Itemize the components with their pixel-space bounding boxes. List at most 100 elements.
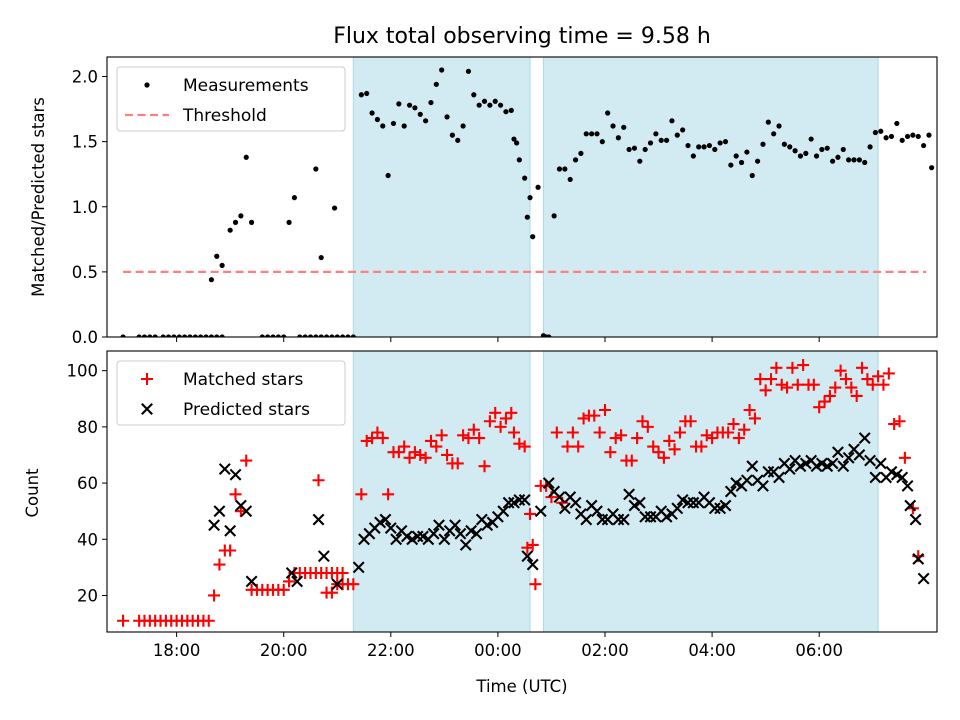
bottom-panel-xlabel: Time (UTC)	[475, 677, 567, 696]
measurement-point	[722, 139, 729, 145]
measurement-point	[921, 142, 927, 149]
matched-star-point	[478, 460, 491, 473]
matched-star-point	[208, 589, 221, 602]
measurement-point	[787, 144, 793, 150]
predicted-star-point	[218, 463, 231, 475]
predicted-star-point	[497, 505, 510, 518]
measurement-point	[706, 142, 713, 149]
measurement-point	[176, 334, 182, 337]
legend-label: Measurements	[183, 76, 309, 96]
bottom-series-predicted-stars	[208, 432, 930, 591]
measurement-point	[626, 146, 632, 153]
measurement-point	[562, 166, 568, 172]
matched-star-point	[550, 426, 563, 439]
measurement-point	[423, 118, 429, 124]
measurement-point	[358, 92, 364, 98]
measurement-point	[755, 158, 761, 164]
top-legend-box	[116, 66, 346, 132]
measurement-point	[238, 213, 244, 219]
measurement-point	[481, 98, 488, 104]
measurement-point	[214, 253, 220, 259]
measurement-point	[227, 227, 233, 233]
matched-star-point	[524, 507, 537, 520]
measurement-point	[406, 102, 413, 108]
matched-star-point	[392, 446, 405, 459]
predicted-star-point	[917, 572, 930, 585]
bottom-shaded-interval-0	[352, 350, 531, 633]
measurement-point	[248, 219, 255, 225]
bottom-ytick-label: 100	[67, 362, 99, 381]
measurement-point	[621, 124, 627, 130]
measurement-point	[728, 162, 734, 168]
measurement-point	[350, 334, 356, 337]
matched-star-point	[376, 432, 389, 445]
measurement-point	[460, 123, 466, 129]
matched-star-point	[441, 448, 454, 461]
predicted-star-point	[831, 446, 844, 459]
predicted-star-point	[379, 513, 392, 526]
matched-star-point	[861, 373, 874, 386]
measurement-point	[808, 136, 814, 142]
bottom-xtick-label: 18:00	[153, 641, 201, 660]
top-legend: Measurements Threshold	[116, 66, 346, 132]
measurement-point	[926, 132, 932, 138]
bottom-xtick-label: 06:00	[795, 641, 843, 660]
matched-star-point	[695, 440, 708, 453]
measurement-point	[329, 334, 335, 337]
matched-star-point	[424, 434, 437, 447]
predicted-star-point	[534, 505, 547, 518]
matched-star-point	[727, 418, 740, 431]
matched-star-point	[283, 575, 296, 588]
measurement-point	[738, 159, 745, 166]
measurement-point	[899, 137, 905, 143]
measurement-point	[690, 153, 696, 159]
measurement-point	[663, 137, 670, 143]
measurement-point	[516, 157, 522, 163]
predicted-star-point	[869, 471, 882, 484]
measurement-point	[243, 154, 249, 160]
predicted-star-point	[633, 496, 646, 509]
predicted-star-point	[240, 505, 253, 518]
predicted-star-point	[746, 460, 759, 473]
predicted-star-point	[591, 505, 603, 518]
predicted-star-point	[459, 538, 472, 551]
measurement-point	[781, 141, 787, 147]
measurement-point	[281, 334, 287, 337]
matched-star-point	[641, 420, 654, 433]
predicted-star-point	[842, 451, 855, 464]
measurement-point	[792, 148, 798, 154]
matched-star-point	[829, 381, 842, 394]
measurement-point	[439, 67, 445, 73]
matched-star-point	[722, 426, 735, 439]
measurement-point	[503, 109, 509, 115]
measurement-point	[165, 334, 172, 337]
bottom-xtick-label: 20:00	[260, 641, 308, 660]
top-ytick-label: 0.0	[72, 328, 98, 347]
bottom-xtick-label: 22:00	[367, 641, 415, 660]
matched-star-point	[770, 361, 783, 374]
measurement-point	[535, 184, 541, 190]
matched-star-point	[312, 474, 325, 487]
matched-star-point	[700, 429, 713, 442]
matched-star-point	[807, 378, 820, 391]
measurement-point	[412, 105, 418, 111]
matched-star-point	[494, 420, 507, 433]
predicted-star-point	[224, 524, 237, 537]
predicted-star-point	[901, 479, 914, 492]
predicted-star-point	[682, 496, 694, 509]
matched-star-point	[765, 373, 777, 386]
matched-star-point	[577, 412, 590, 425]
matched-star-point	[518, 440, 531, 453]
top-panel: 0.0 0.5 1.0 1.5 2.0 Measurements Threshold	[72, 56, 938, 347]
measurement-point	[567, 176, 573, 183]
predicted-star-point	[427, 527, 440, 540]
matched-star-point	[797, 359, 810, 372]
measurement-point	[433, 81, 439, 87]
matched-star-point	[430, 440, 443, 453]
matched-star-point	[872, 370, 885, 383]
matched-star-point	[625, 454, 638, 467]
measurement-point	[270, 334, 276, 337]
matched-star-point	[408, 446, 421, 459]
measurement-point	[208, 334, 215, 337]
legend-label: Matched stars	[183, 370, 303, 390]
